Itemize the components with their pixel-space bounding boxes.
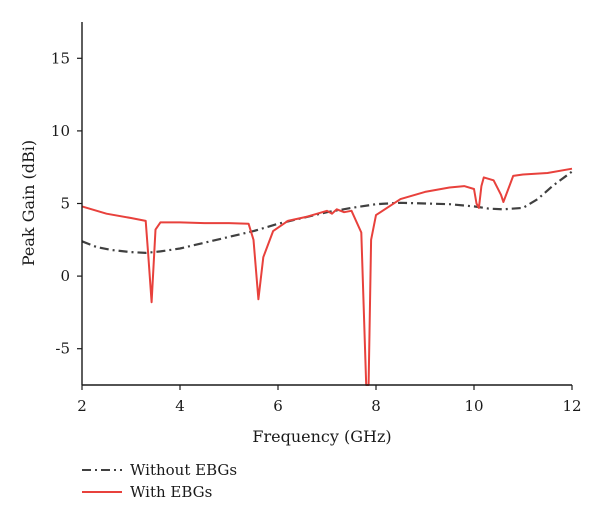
x-tick-label: 12 (562, 397, 581, 415)
x-axis-title: Frequency (GHz) (252, 427, 391, 446)
legend: Without EBGs With EBGs (82, 461, 237, 501)
x-tick-label: 6 (273, 397, 283, 415)
legend-label-with-ebgs: With EBGs (130, 483, 212, 501)
series-layer (81, 167, 573, 386)
y-ticks: -5 0 5 10 15 (51, 49, 82, 358)
x-tick-label: 4 (175, 397, 185, 415)
x-tick-label: 10 (464, 397, 483, 415)
y-tick-label: 0 (60, 267, 70, 285)
series-line-without-ebgs (81, 170, 573, 254)
y-tick-label: 5 (60, 195, 70, 213)
y-tick-label: 10 (51, 122, 70, 140)
y-axis-title: Peak Gain (dBi) (19, 140, 38, 266)
x-tick-label: 8 (371, 397, 381, 415)
y-tick-label: 15 (51, 49, 70, 67)
series-line-with-ebgs (81, 167, 573, 386)
plot-area: 2 4 6 8 10 12 -5 0 5 10 15 (51, 22, 582, 415)
x-ticks: 2 4 6 8 10 12 (77, 385, 582, 415)
x-tick-label: 2 (77, 397, 87, 415)
legend-label-without-ebgs: Without EBGs (130, 461, 237, 479)
y-tick-label: -5 (55, 340, 70, 358)
